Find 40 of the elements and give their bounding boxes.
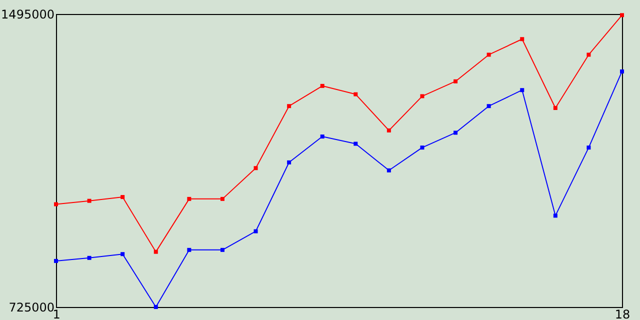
point: [354, 142, 358, 146]
point: [320, 84, 324, 88]
point: [87, 198, 92, 203]
point: [254, 166, 258, 170]
point: [620, 69, 624, 74]
point: [520, 88, 524, 92]
point: [154, 250, 158, 254]
point: [120, 252, 125, 256]
point: [553, 214, 558, 218]
point: [520, 37, 524, 42]
x-tick-label: 18: [614, 308, 630, 320]
point: [54, 202, 58, 206]
point: [454, 130, 458, 135]
point: [586, 146, 591, 150]
point: [420, 94, 424, 98]
point: [354, 92, 358, 96]
point: [187, 248, 192, 252]
point: [486, 52, 491, 57]
point: [320, 134, 324, 139]
point: [220, 196, 224, 201]
y-tick-label: 725000: [8, 300, 54, 314]
point: [454, 79, 458, 84]
point: [154, 305, 158, 309]
point: [120, 195, 125, 200]
point: [553, 106, 558, 110]
point: [54, 258, 58, 263]
point: [254, 229, 258, 234]
point: [386, 128, 391, 132]
x-tick-label: 1: [52, 308, 60, 320]
point: [287, 160, 292, 164]
point: [620, 13, 624, 18]
point: [586, 52, 591, 57]
point: [87, 256, 92, 260]
point: [287, 104, 292, 108]
point: [420, 146, 424, 150]
point: [220, 248, 224, 252]
y-tick-label: 1495000: [1, 8, 54, 22]
point: [386, 168, 391, 172]
point: [187, 196, 192, 201]
point: [486, 104, 491, 108]
